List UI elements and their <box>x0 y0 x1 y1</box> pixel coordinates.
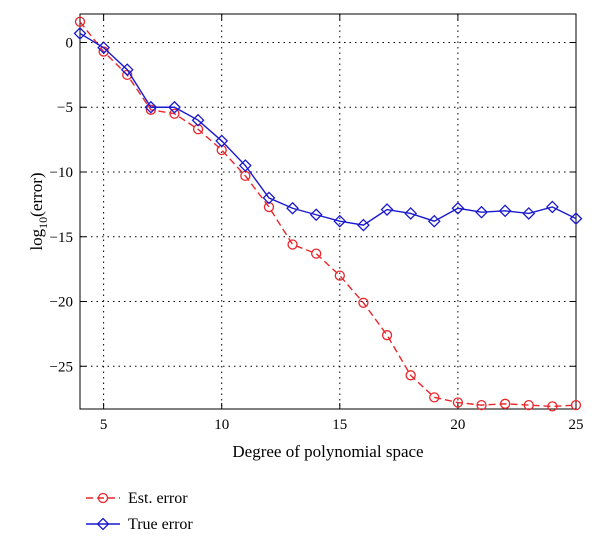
data-point <box>73 27 87 40</box>
data-point <box>547 401 558 412</box>
data-point <box>309 208 323 222</box>
data-point <box>380 203 394 216</box>
legend-label: True error <box>128 516 193 533</box>
data-point <box>499 398 511 409</box>
y-tick-label: 0 <box>66 35 74 51</box>
legend-item-2: True error <box>86 516 193 533</box>
data-point <box>405 370 416 381</box>
y-tick-label: −10 <box>50 165 73 181</box>
data-point <box>452 397 464 408</box>
data-point <box>169 108 180 119</box>
data-point <box>427 214 441 228</box>
series <box>73 16 583 412</box>
y-axis-label: log10(error) <box>27 172 50 250</box>
data-point <box>191 113 205 127</box>
x-tick-label: 15 <box>332 417 347 433</box>
legend-marker <box>96 517 110 531</box>
data-point <box>286 201 299 215</box>
data-point <box>287 239 298 250</box>
data-point <box>475 205 488 219</box>
data-point <box>522 207 536 220</box>
x-tick-label: 5 <box>100 417 108 433</box>
series-line <box>79 21 577 408</box>
data-point <box>168 100 181 114</box>
data-point <box>381 330 393 341</box>
data-point <box>333 214 347 228</box>
data-point <box>74 16 86 27</box>
y-tick-label: −5 <box>57 100 73 116</box>
data-point <box>215 134 229 148</box>
data-point <box>311 248 322 259</box>
data-point <box>570 399 582 411</box>
data-point <box>545 200 559 214</box>
x-tick-label: 20 <box>450 417 465 433</box>
plot-frame <box>79 13 577 410</box>
legend-item-1: Est. error <box>86 490 188 507</box>
legend-marker <box>97 492 109 504</box>
legend-label: Est. error <box>128 490 188 507</box>
legend: Est. error True error <box>86 490 193 533</box>
series-2 <box>73 27 583 232</box>
y-axis-label-subscript: 10 <box>36 217 50 229</box>
data-point <box>404 207 418 220</box>
data-point <box>523 399 534 411</box>
y-tick-label: −25 <box>50 359 73 375</box>
y-tick-label: −15 <box>50 230 73 246</box>
data-point <box>429 392 440 403</box>
data-point <box>476 399 487 411</box>
series-line <box>79 32 577 226</box>
y-tick-label: −20 <box>50 295 73 311</box>
data-point <box>216 144 227 156</box>
x-tick-label: 25 <box>569 417 584 433</box>
x-tick-label: 10 <box>214 417 229 433</box>
data-point <box>569 212 583 226</box>
ticks: 5 10 15 20 25 0 −5 −10 −15 −20 −25 <box>50 14 584 433</box>
data-point <box>451 201 465 215</box>
data-point <box>263 201 275 213</box>
y-axis-label-rest: (error) <box>27 172 46 216</box>
data-point <box>192 124 204 135</box>
data-point <box>145 104 157 115</box>
y-axis-label-base: log <box>27 228 46 250</box>
data-point <box>238 159 252 172</box>
data-point <box>357 218 370 232</box>
data-point <box>358 297 369 308</box>
data-point <box>498 204 512 218</box>
series-1 <box>74 16 582 412</box>
data-point <box>120 63 134 77</box>
data-point <box>334 270 345 281</box>
data-point <box>97 41 111 55</box>
x-axis-label: Degree of polynomial space <box>232 442 423 461</box>
data-point <box>262 191 276 205</box>
data-point <box>144 100 158 114</box>
